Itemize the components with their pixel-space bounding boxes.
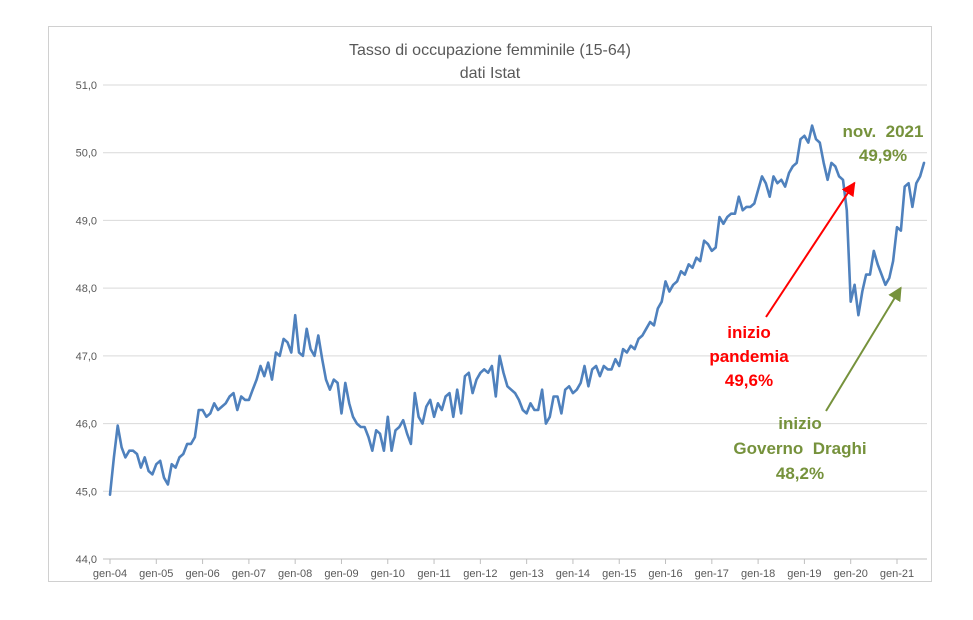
y-tick-label: 50,0	[76, 148, 97, 160]
x-tick-label: gen-07	[232, 568, 266, 580]
x-tick-label: gen-13	[510, 568, 544, 580]
y-tick-label: 51,0	[76, 80, 97, 92]
annotation-draghi-arrow	[825, 286, 902, 412]
x-tick-label: gen-05	[139, 568, 173, 580]
annotation-nov-2021-text: nov. 2021	[843, 122, 924, 141]
y-tick-label: 48,0	[76, 283, 97, 295]
axes: 44,0 45,0 46,0 47,0 48,0 49,0 50,0 51,0 gen-04 ge…	[76, 80, 915, 580]
chart-subtitle: dati Istat	[460, 65, 521, 82]
x-tick-label: gen-12	[463, 568, 497, 580]
x-tick-label: gen-10	[371, 568, 405, 580]
annotation-pandemia-arrow	[765, 181, 856, 318]
annotation-pandemia-text: inizio	[727, 323, 770, 342]
annotation-pandemia-text: 49,6%	[725, 371, 773, 390]
y-tick-label: 49,0	[76, 215, 97, 227]
y-tick-label: 47,0	[76, 351, 97, 363]
x-tick-label: gen-20	[834, 568, 868, 580]
x-tick-label: gen-16	[648, 568, 682, 580]
annotation-draghi-text: Governo Draghi	[733, 439, 866, 458]
x-tick-label: gen-18	[741, 568, 775, 580]
line-chart: Tasso di occupazione femminile (15-64) d…	[76, 42, 927, 580]
x-tick-label: gen-14	[556, 568, 590, 580]
annotation-draghi-text: 48,2%	[776, 464, 824, 483]
x-tick-label: gen-19	[787, 568, 821, 580]
x-tick-label: gen-04	[93, 568, 127, 580]
x-tick-label: gen-06	[185, 568, 219, 580]
chart-title: Tasso di occupazione femminile (15-64)	[349, 42, 631, 59]
chart-frame: Tasso di occupazione femminile (15-64) d…	[48, 26, 932, 582]
y-tick-label: 44,0	[76, 554, 97, 566]
x-tick-label: gen-15	[602, 568, 636, 580]
y-tick-label: 46,0	[76, 419, 97, 431]
y-tick-label: 45,0	[76, 486, 97, 498]
x-tick-label: gen-11	[417, 568, 450, 580]
x-tick-label: gen-09	[324, 568, 358, 580]
annotations: inizio pandemia 49,6% inizio Governo Draghi 4…	[709, 122, 923, 483]
x-tick-label: gen-17	[695, 568, 729, 580]
x-tick-label: gen-08	[278, 568, 312, 580]
annotation-pandemia-text: pandemia	[709, 347, 789, 366]
series-layer	[108, 124, 926, 497]
annotation-draghi-text: inizio	[778, 414, 821, 433]
series-line	[108, 124, 926, 497]
gridlines	[103, 84, 927, 560]
annotation-nov-2021-text: 49,9%	[859, 146, 907, 165]
x-tick-label: gen-21	[880, 568, 914, 580]
